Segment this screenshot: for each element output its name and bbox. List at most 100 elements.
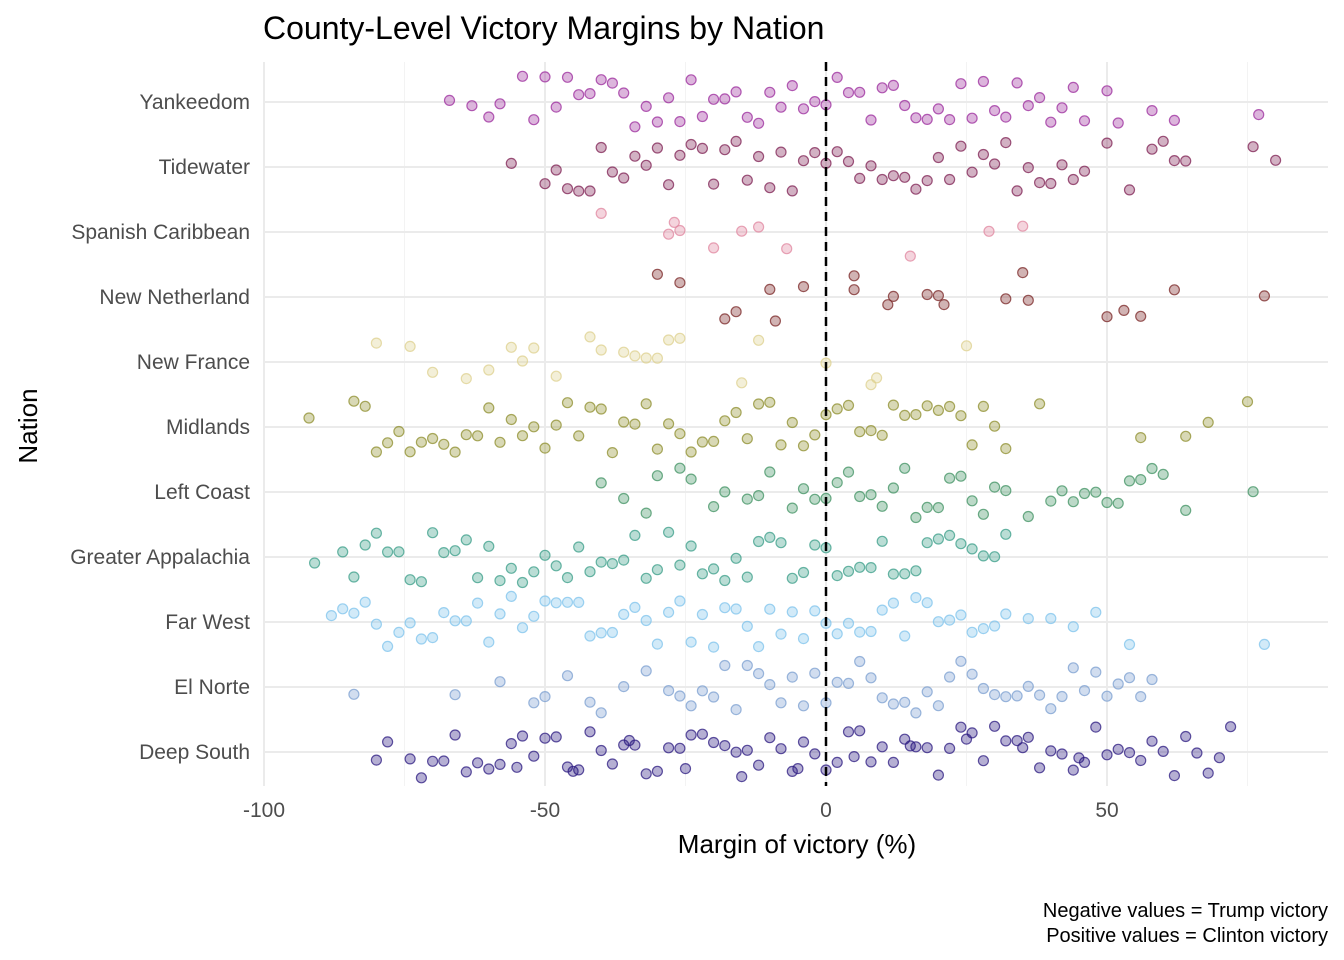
data-point [1067, 496, 1079, 508]
data-point [921, 501, 933, 513]
data-point [865, 114, 877, 126]
data-point [786, 572, 798, 584]
caption-line-1: Negative values = Trump victory [1043, 900, 1328, 922]
data-point [516, 70, 529, 82]
y-axis-title: Nation [13, 388, 43, 463]
data-point [904, 250, 916, 262]
series-deep-south [370, 720, 1237, 784]
data-point [707, 641, 720, 653]
data-point [977, 550, 990, 562]
data-point [1033, 177, 1046, 189]
data-point [932, 700, 945, 712]
data-point [415, 436, 427, 448]
data-point [764, 283, 776, 295]
data-point [561, 761, 574, 773]
data-point [1123, 638, 1136, 651]
data-point [809, 605, 821, 617]
data-point [674, 428, 686, 440]
data-point [662, 228, 675, 240]
data-point [842, 86, 855, 99]
data-point [606, 447, 619, 459]
data-point [730, 406, 742, 419]
data-point [1253, 108, 1265, 121]
data-point [786, 606, 798, 618]
series-spanish-caribbean [595, 207, 1029, 262]
data-point [618, 680, 630, 693]
data-point [696, 436, 709, 448]
data-point [494, 758, 506, 771]
data-point [910, 112, 922, 124]
data-point [921, 113, 933, 126]
data-point [966, 495, 978, 507]
data-point [797, 632, 810, 645]
data-point [1168, 155, 1181, 167]
data-point [899, 568, 911, 580]
data-point [539, 595, 551, 607]
data-point [876, 741, 888, 753]
data-point [955, 721, 967, 733]
data-point [1118, 304, 1130, 316]
y-tick-label: Spanish Caribbean [71, 221, 250, 244]
data-point [309, 557, 321, 569]
data-point [955, 410, 967, 422]
data-point [696, 685, 709, 697]
data-point [359, 400, 371, 412]
data-point [1146, 104, 1158, 117]
data-point [427, 366, 439, 378]
data-point [1000, 111, 1012, 123]
data-point [651, 443, 664, 455]
data-point [595, 141, 607, 154]
data-point [640, 100, 652, 113]
series-left-coast [595, 462, 1259, 524]
data-point [870, 372, 883, 384]
data-point [831, 756, 843, 769]
y-tick-label: Left Coast [154, 481, 250, 504]
data-point [730, 306, 742, 318]
data-point [955, 538, 967, 550]
series-new-france [370, 331, 973, 391]
data-point [876, 173, 888, 186]
data-point [741, 659, 753, 672]
data-point [764, 182, 776, 194]
data-point [651, 116, 664, 128]
data-point [1135, 754, 1147, 767]
data-point [955, 140, 967, 152]
data-point [640, 665, 652, 677]
data-point [719, 739, 731, 752]
data-point [528, 114, 540, 126]
data-point [561, 571, 574, 584]
data-point [516, 730, 529, 742]
series-midlands [303, 395, 1254, 459]
data-point [1135, 310, 1147, 322]
data-point [449, 615, 461, 627]
data-point [899, 462, 911, 474]
data-point [662, 92, 675, 104]
y-tick-label: Tidewater [159, 156, 250, 179]
data-points [303, 70, 1282, 784]
data-point [595, 627, 607, 639]
data-point [629, 121, 641, 133]
data-point [1112, 117, 1124, 129]
data-point [618, 87, 630, 99]
data-point [1056, 159, 1068, 171]
data-point [887, 290, 900, 302]
data-point [786, 671, 798, 683]
series-tidewater [505, 135, 1282, 197]
data-point [662, 179, 675, 191]
data-point [809, 147, 821, 159]
data-point [674, 559, 686, 571]
data-point [736, 225, 748, 237]
data-point [472, 430, 484, 442]
data-point [707, 242, 720, 254]
data-point [932, 769, 945, 781]
y-tick-label: Far West [165, 611, 250, 634]
data-point [651, 142, 664, 154]
data-point [921, 742, 933, 754]
data-point [505, 737, 517, 750]
data-point [966, 112, 978, 124]
data-point [741, 433, 753, 445]
data-point [1022, 680, 1034, 693]
data-point [539, 178, 551, 190]
data-point [764, 732, 776, 744]
data-point [887, 482, 900, 494]
